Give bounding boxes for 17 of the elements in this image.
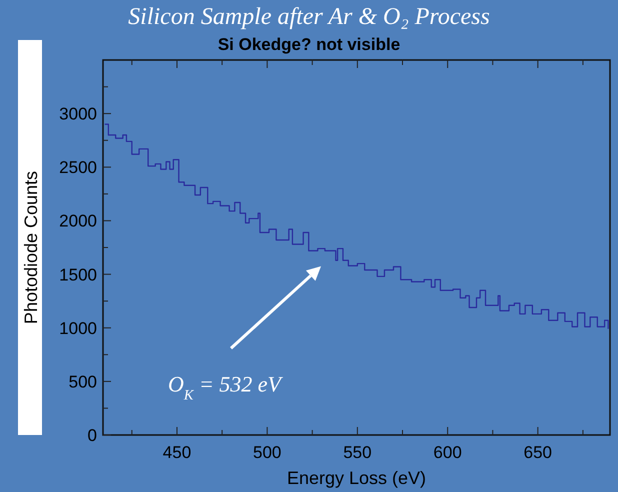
chart-title: Silicon Sample after Ar & O₂ Process: [128, 4, 490, 30]
y-tick-label: 3000: [59, 104, 97, 124]
x-tick-label: 550: [343, 443, 372, 462]
x-tick-label: 500: [253, 443, 282, 462]
y-tick-label: 2500: [59, 158, 97, 178]
y-tick-label: 0: [88, 426, 97, 445]
y-tick-label: 1000: [59, 318, 97, 338]
y-axis-title: Photodiode Counts: [21, 170, 41, 324]
annotation: O$_{K}$ = 532 eV: [168, 371, 284, 404]
y-tick-label: 500: [68, 372, 97, 392]
chart-subtitle: Si Okedge? not visible: [218, 35, 400, 54]
x-axis-title: Energy Loss (eV): [286, 468, 426, 488]
x-tick-label: 450: [162, 443, 192, 462]
x-tick-label: 600: [433, 443, 462, 462]
x-tick-label: 650: [524, 443, 552, 462]
y-tick-label: 1500: [59, 265, 97, 284]
y-tick-label: 2000: [59, 212, 97, 231]
